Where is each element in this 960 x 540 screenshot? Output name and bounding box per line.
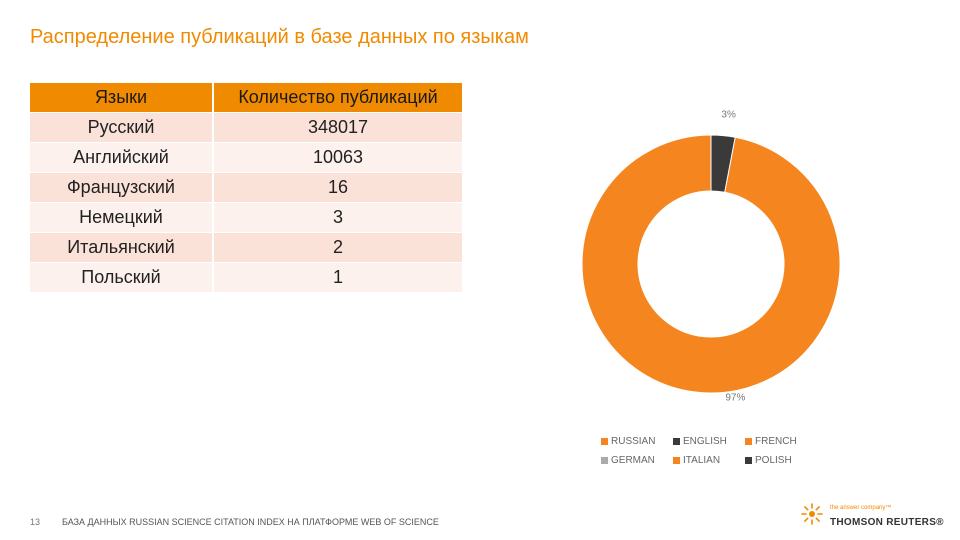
footer-text: БАЗА ДАННЫХ RUSSIAN SCIENCE CITATION IND… <box>62 517 439 527</box>
legend-item-polish: POLISH <box>745 455 807 466</box>
table-row: Английский 10063 <box>30 142 462 173</box>
logo-sunburst-icon <box>801 503 823 525</box>
legend-swatch <box>601 438 608 445</box>
language-cell: Русский <box>30 112 213 143</box>
header-languages: Языки <box>30 83 213 113</box>
legend-row: RUSSIAN ENGLISH FRENCH <box>601 436 821 447</box>
legend-item-english: ENGLISH <box>673 436 735 447</box>
header-publication-count: Количество публикаций <box>212 83 462 113</box>
table-row: Немецкий 3 <box>30 202 462 233</box>
legend-item-german: GERMAN <box>601 455 663 466</box>
chart-legend: RUSSIAN ENGLISH FRENCH GERMAN ITALIAN PO… <box>601 436 821 474</box>
language-cell: Польский <box>30 262 213 293</box>
legend-swatch <box>601 457 608 464</box>
legend-swatch <box>745 438 752 445</box>
legend-row: GERMAN ITALIAN POLISH <box>601 455 821 466</box>
legend-label: GERMAN <box>611 455 655 466</box>
logo-tagline: the answer company™ <box>830 505 892 511</box>
slide-title: Распределение публикаций в базе данных п… <box>30 26 529 48</box>
language-cell: Немецкий <box>30 202 213 233</box>
legend-label: ITALIAN <box>683 455 721 466</box>
table-row: Польский 1 <box>30 262 462 293</box>
table-row: Итальянский 2 <box>30 232 462 263</box>
data-label-russian: 97% <box>725 392 745 403</box>
donut-slice-english <box>710 134 736 193</box>
legend-item-russian: RUSSIAN <box>601 436 663 447</box>
language-cell: Английский <box>30 142 213 173</box>
count-cell: 3 <box>212 202 462 233</box>
donut-chart: 97% 3% <box>581 110 841 403</box>
legend-swatch <box>673 457 680 464</box>
count-cell: 16 <box>212 172 462 203</box>
count-cell: 1 <box>212 262 462 293</box>
legend-label: FRENCH <box>755 436 797 447</box>
data-label-english: 3% <box>721 110 736 121</box>
legend-label: POLISH <box>755 455 792 466</box>
legend-swatch <box>745 457 752 464</box>
language-cell: Итальянский <box>30 232 213 263</box>
count-cell: 2 <box>212 232 462 263</box>
count-cell: 348017 <box>212 112 462 143</box>
languages-table: Языки Количество публикаций Русский 3480… <box>30 83 462 293</box>
table-header-row: Языки Количество публикаций <box>30 83 462 113</box>
legend-swatch <box>673 438 680 445</box>
thomson-reuters-logo: the answer company™ THOMSON REUTERS® <box>800 502 944 531</box>
legend-label: ENGLISH <box>683 436 727 447</box>
language-cell: Французский <box>30 172 213 203</box>
table-row: Русский 348017 <box>30 112 462 143</box>
table-row: Французский 16 <box>30 172 462 203</box>
legend-item-italian: ITALIAN <box>673 455 735 466</box>
count-cell: 10063 <box>212 142 462 173</box>
page-number: 13 <box>30 517 41 527</box>
logo-name: THOMSON REUTERS® <box>830 517 944 528</box>
legend-item-french: FRENCH <box>745 436 807 447</box>
donut-slice-russian <box>581 134 841 394</box>
legend-label: RUSSIAN <box>611 436 656 447</box>
